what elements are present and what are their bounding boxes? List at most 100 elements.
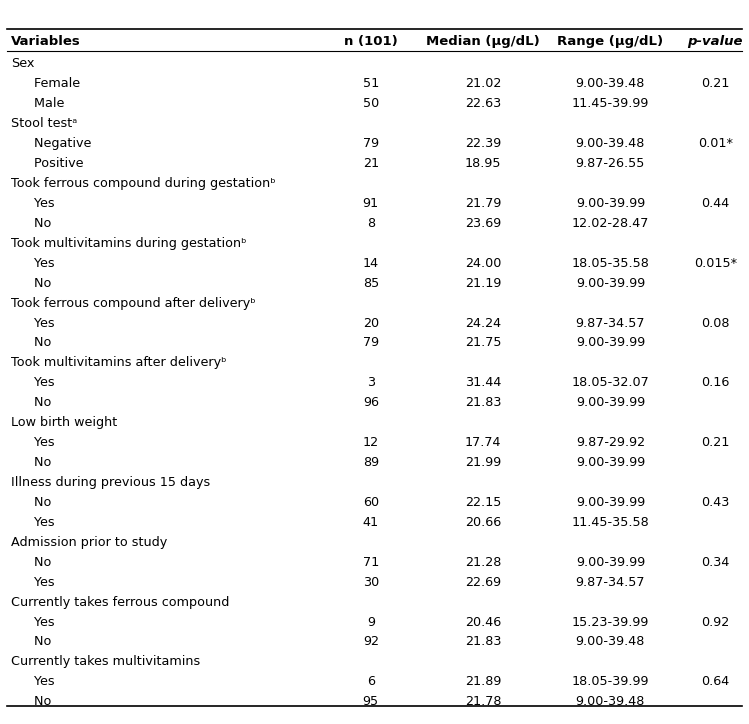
Text: No: No [22,337,52,350]
Text: 22.39: 22.39 [465,137,501,150]
Text: 18.95: 18.95 [465,157,501,170]
Text: 89: 89 [363,456,379,469]
Text: 41: 41 [363,516,379,529]
Text: 21: 21 [363,157,379,170]
Text: 6: 6 [367,675,374,689]
Text: 9: 9 [367,615,374,628]
Text: Yes: Yes [22,197,55,210]
Text: 9.87-26.55: 9.87-26.55 [576,157,645,170]
Text: 12: 12 [363,436,379,449]
Text: Currently takes ferrous compound: Currently takes ferrous compound [11,596,230,609]
Text: 21.83: 21.83 [465,636,501,649]
Text: 8: 8 [367,217,374,230]
Text: 0.21: 0.21 [701,77,730,90]
Text: 21.28: 21.28 [465,556,501,569]
Text: 21.99: 21.99 [465,456,501,469]
Text: 3: 3 [367,376,374,390]
Text: 11.45-39.99: 11.45-39.99 [571,97,649,110]
Text: 0.92: 0.92 [701,615,730,628]
Text: Yes: Yes [22,316,55,329]
Text: Yes: Yes [22,257,55,270]
Text: 21.83: 21.83 [465,396,501,409]
Text: 15.23-39.99: 15.23-39.99 [571,615,649,628]
Text: Sex: Sex [11,57,34,70]
Text: 12.02-28.47: 12.02-28.47 [571,217,649,230]
Text: 60: 60 [363,496,379,509]
Text: 0.015*: 0.015* [694,257,737,270]
Text: 96: 96 [363,396,379,409]
Text: 22.15: 22.15 [465,496,501,509]
Text: p-value: p-value [688,35,743,49]
Text: Admission prior to study: Admission prior to study [11,536,168,549]
Text: 18.05-39.99: 18.05-39.99 [571,675,649,689]
Text: 79: 79 [363,137,379,150]
Text: Positive: Positive [22,157,84,170]
Text: 91: 91 [363,197,379,210]
Text: Stool testᵃ: Stool testᵃ [11,117,77,130]
Text: Yes: Yes [22,615,55,628]
Text: Yes: Yes [22,376,55,390]
Text: 23.69: 23.69 [465,217,501,230]
Text: 20.66: 20.66 [465,516,501,529]
Text: Male: Male [22,97,65,110]
Text: No: No [22,456,52,469]
Text: 9.00-39.99: 9.00-39.99 [576,556,645,569]
Text: 9.00-39.48: 9.00-39.48 [576,137,645,150]
Text: No: No [22,217,52,230]
Text: 0.21: 0.21 [701,436,730,449]
Text: 31.44: 31.44 [465,376,501,390]
Text: 0.64: 0.64 [701,675,730,689]
Text: Currently takes multivitamins: Currently takes multivitamins [11,655,201,668]
Text: 21.02: 21.02 [465,77,501,90]
Text: 0.34: 0.34 [701,556,730,569]
Text: n (101): n (101) [344,35,398,49]
Text: 50: 50 [363,97,379,110]
Text: Median (μg/dL): Median (μg/dL) [426,35,540,49]
Text: No: No [22,396,52,409]
Text: 20: 20 [363,316,379,329]
Text: Low birth weight: Low birth weight [11,416,118,429]
Text: 9.87-34.57: 9.87-34.57 [576,576,645,589]
Text: No: No [22,556,52,569]
Text: 0.08: 0.08 [701,316,730,329]
Text: 51: 51 [363,77,379,90]
Text: Took multivitamins during gestationᵇ: Took multivitamins during gestationᵇ [11,237,247,250]
Text: 9.00-39.99: 9.00-39.99 [576,396,645,409]
Text: 11.45-35.58: 11.45-35.58 [571,516,649,529]
Text: Took ferrous compound during gestationᵇ: Took ferrous compound during gestationᵇ [11,177,276,190]
Text: Yes: Yes [22,576,55,589]
Text: 21.89: 21.89 [465,675,501,689]
Text: 21.78: 21.78 [465,695,501,708]
Text: 9.87-34.57: 9.87-34.57 [576,316,645,329]
Text: 17.74: 17.74 [465,436,501,449]
Text: Illness during previous 15 days: Illness during previous 15 days [11,476,210,489]
Text: 0.16: 0.16 [701,376,730,390]
Text: 79: 79 [363,337,379,350]
Text: 0.44: 0.44 [701,197,730,210]
Text: 9.00-39.48: 9.00-39.48 [576,695,645,708]
Text: 22.63: 22.63 [465,97,501,110]
Text: Yes: Yes [22,436,55,449]
Text: Yes: Yes [22,675,55,689]
Text: 0.01*: 0.01* [698,137,733,150]
Text: 21.19: 21.19 [465,277,501,290]
Text: 85: 85 [363,277,379,290]
Text: 22.69: 22.69 [465,576,501,589]
Text: 9.00-39.48: 9.00-39.48 [576,636,645,649]
Text: Yes: Yes [22,516,55,529]
Text: 14: 14 [363,257,379,270]
Text: No: No [22,277,52,290]
Text: Female: Female [22,77,81,90]
Text: 95: 95 [363,695,379,708]
Text: 18.05-35.58: 18.05-35.58 [571,257,649,270]
Text: 0.43: 0.43 [701,496,730,509]
Text: Negative: Negative [22,137,92,150]
Text: 9.00-39.99: 9.00-39.99 [576,456,645,469]
Text: No: No [22,636,52,649]
Text: 9.00-39.99: 9.00-39.99 [576,337,645,350]
Text: 9.00-39.99: 9.00-39.99 [576,277,645,290]
Text: 9.87-29.92: 9.87-29.92 [576,436,645,449]
Text: Took multivitamins after deliveryᵇ: Took multivitamins after deliveryᵇ [11,356,227,369]
Text: 71: 71 [363,556,379,569]
Text: 92: 92 [363,636,379,649]
